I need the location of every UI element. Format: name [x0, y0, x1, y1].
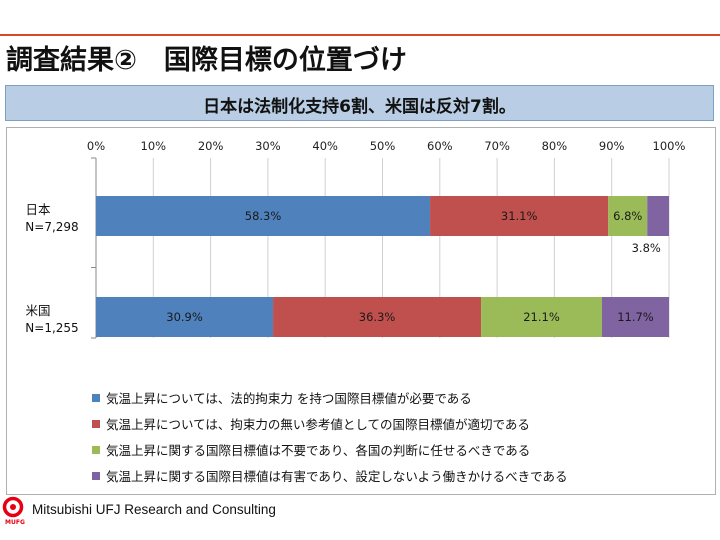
- bar-segment: [96, 297, 274, 337]
- bar-segment: [608, 196, 648, 236]
- mufg-logo-mark: MUFG: [2, 496, 25, 526]
- data-label: 31.1%: [501, 209, 538, 223]
- legend-swatch: [92, 446, 100, 454]
- category-label: 米国: [25, 303, 50, 318]
- data-label: 58.3%: [245, 209, 282, 223]
- x-tick-label: 0%: [87, 139, 105, 153]
- x-tick-label: 10%: [141, 139, 167, 153]
- legend-label: 気温上昇に関する国際目標値は不要であり、各国の判断に任せるべきである: [106, 443, 530, 458]
- data-label: 6.8%: [613, 209, 642, 223]
- x-tick-label: 90%: [599, 139, 625, 153]
- x-tick-label: 20%: [198, 139, 224, 153]
- x-tick-label: 40%: [312, 139, 338, 153]
- chart-frame: 0% 10% 20% 30% 40% 50% 60% 70% 80% 90% 100% 日本 N=7,2…: [6, 127, 716, 495]
- bar-segment: [601, 297, 669, 337]
- data-label: 21.1%: [523, 310, 560, 324]
- data-label: 3.8%: [632, 241, 661, 255]
- mufg-logo-text: MUFG: [5, 519, 25, 526]
- category-n-label: N=7,298: [25, 220, 78, 234]
- slide-title: 調査結果② 国際目標の位置づけ: [6, 45, 407, 76]
- category-n-label: N=1,255: [25, 321, 78, 335]
- data-label: 11.7%: [617, 310, 654, 324]
- mufg-logo: MUFG: [2, 496, 30, 532]
- subtitle-banner: 日本は法制化支持6割、米国は反対7割。: [5, 85, 714, 121]
- data-label: 30.9%: [166, 310, 203, 324]
- title-rule: [0, 34, 720, 36]
- legend-label: 気温上昇については、法的拘束力 を持つ国際目標値が必要である: [106, 391, 472, 406]
- x-tick-label: 80%: [542, 139, 568, 153]
- bar-segment: [430, 196, 609, 236]
- legend-swatch: [92, 394, 100, 402]
- subtitle-text: 日本は法制化支持6割、米国は反対7割。: [203, 97, 516, 117]
- bar-segment: [481, 297, 602, 337]
- data-label: 36.3%: [359, 310, 396, 324]
- bar-segment: [96, 196, 431, 236]
- x-tick-label: 50%: [370, 139, 396, 153]
- stacked-bar-chart: 0% 10% 20% 30% 40% 50% 60% 70% 80% 90% 100% 日本 N=7,2…: [25, 139, 686, 484]
- legend-swatch: [92, 420, 100, 428]
- x-tick-label: 70%: [484, 139, 510, 153]
- x-tick-label: 100%: [653, 139, 686, 153]
- x-tick-label: 60%: [427, 139, 453, 153]
- legend-label: 気温上昇に関する国際目標値は有害であり、設定しないよう働きかけるべきである: [106, 469, 568, 484]
- x-tick-label: 30%: [255, 139, 281, 153]
- legend-swatch: [92, 472, 100, 480]
- legend-label: 気温上昇については、拘束力の無い参考値としての国際目標値が適切である: [106, 417, 530, 432]
- bar-segment: [273, 297, 482, 337]
- company-name: Mitsubishi UFJ Research and Consulting: [32, 502, 276, 517]
- bar-segment: [647, 196, 669, 236]
- category-label: 日本: [25, 202, 51, 217]
